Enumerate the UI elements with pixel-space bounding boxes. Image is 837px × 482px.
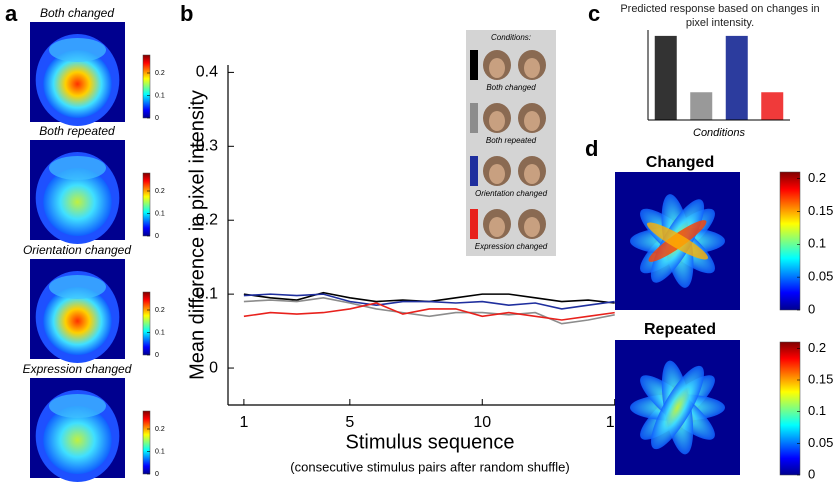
- legend-label: Both changed: [486, 83, 536, 92]
- heatmap-blob: [49, 275, 106, 299]
- line-series: [243, 297, 615, 325]
- legend-label: Orientation changed: [475, 189, 548, 198]
- y-tick-label: 0.2: [196, 211, 218, 228]
- line-series: [243, 293, 615, 310]
- colorbar-tick-label: 0: [808, 301, 815, 316]
- x-tick-label: 10: [473, 414, 491, 431]
- heatmap-title: Orientation changed: [23, 243, 131, 257]
- colorbar-tick-label: 0.2: [808, 340, 826, 355]
- colorbar-tick-label: 0.2: [155, 70, 165, 77]
- heatmap-blob: [49, 394, 106, 418]
- bar-chart-title: Predicted response based on changes in p…: [620, 3, 820, 29]
- colorbar-tick-label: 0.05: [808, 269, 833, 284]
- colorbar: [779, 341, 801, 476]
- colorbar: [779, 171, 801, 311]
- colorbar-tick-label: 0.1: [155, 92, 165, 99]
- panel-label: d: [585, 136, 598, 161]
- x-axis-label: Stimulus sequence: [346, 431, 515, 453]
- y-tick-label: 0.1: [196, 285, 218, 302]
- colorbar-tick-label: 0: [155, 471, 159, 478]
- colorbar-tick-label: 0.2: [155, 188, 165, 195]
- bar: [654, 35, 677, 121]
- legend-face: [489, 111, 505, 131]
- colorbar-tick-label: 0.2: [155, 307, 165, 314]
- panel-label: a: [5, 1, 18, 26]
- heatmap-blob: [49, 38, 106, 62]
- colorbar-tick-label: 0.05: [808, 435, 833, 450]
- colorbar-tick-label: 0.15: [808, 371, 833, 386]
- heatmap-title: Changed: [646, 154, 714, 171]
- heatmap-blob: [646, 222, 709, 260]
- y-tick-label: 0.3: [196, 138, 218, 155]
- legend-face: [524, 111, 540, 131]
- line-series: [243, 302, 615, 321]
- legend-title: Conditions:: [491, 33, 531, 42]
- y-tick-label: 0: [209, 359, 218, 376]
- legend-face: [489, 164, 505, 184]
- x-tick-label: 1: [239, 414, 248, 431]
- heatmap-blob: [49, 156, 106, 180]
- heatmap-title: Both repeated: [39, 124, 115, 138]
- colorbar: [142, 54, 151, 119]
- y-tick-label: 0.4: [196, 64, 218, 81]
- legend-swatch: [470, 156, 478, 186]
- legend-swatch: [470, 209, 478, 239]
- colorbar-tick-label: 0.2: [808, 170, 826, 185]
- legend-face: [524, 164, 540, 184]
- colorbar: [142, 291, 151, 356]
- colorbar-tick-label: 0.15: [808, 203, 833, 218]
- x-tick-label: 5: [345, 414, 354, 431]
- colorbar-tick-label: 0.1: [808, 403, 826, 418]
- colorbar-tick-label: 0: [155, 115, 159, 122]
- colorbar-tick-label: 0.1: [155, 210, 165, 217]
- colorbar-tick-label: 0: [808, 466, 815, 481]
- bar: [690, 92, 713, 120]
- colorbar-tick-label: 0.2: [155, 426, 165, 433]
- y-axis-label: Mean difference in pixel intensity: [186, 90, 208, 380]
- legend-face: [489, 217, 505, 237]
- colorbar-tick-label: 0.1: [155, 448, 165, 455]
- colorbar: [142, 172, 151, 237]
- bar: [761, 92, 784, 120]
- heatmap-blob: [43, 50, 112, 118]
- legend-face: [489, 58, 505, 78]
- colorbar-tick-label: 0.1: [808, 236, 826, 251]
- legend-face: [524, 58, 540, 78]
- legend-label: Both repeated: [486, 136, 537, 145]
- heatmap-title: Both changed: [40, 6, 114, 20]
- x-axis-note: (consecutive stimulus pairs after random…: [290, 459, 569, 474]
- colorbar: [142, 410, 151, 475]
- heatmap-title: Repeated: [644, 321, 716, 338]
- x-axis-label: Conditions: [693, 127, 745, 139]
- legend-swatch: [470, 103, 478, 133]
- heatmap-title: Expression changed: [23, 362, 132, 376]
- heatmap-blob: [43, 287, 112, 355]
- colorbar-tick-label: 0: [155, 233, 159, 240]
- heatmap-blob: [43, 168, 112, 236]
- panel-label: c: [588, 1, 600, 26]
- legend-swatch: [470, 50, 478, 80]
- legend-label: Expression changed: [475, 242, 548, 251]
- colorbar-tick-label: 0: [155, 352, 159, 359]
- heatmap-blob: [651, 365, 704, 450]
- panel-label: b: [180, 1, 193, 26]
- colorbar-tick-label: 0.1: [155, 329, 165, 336]
- heatmap-blob: [43, 406, 112, 474]
- legend-face: [524, 217, 540, 237]
- bar: [725, 35, 748, 121]
